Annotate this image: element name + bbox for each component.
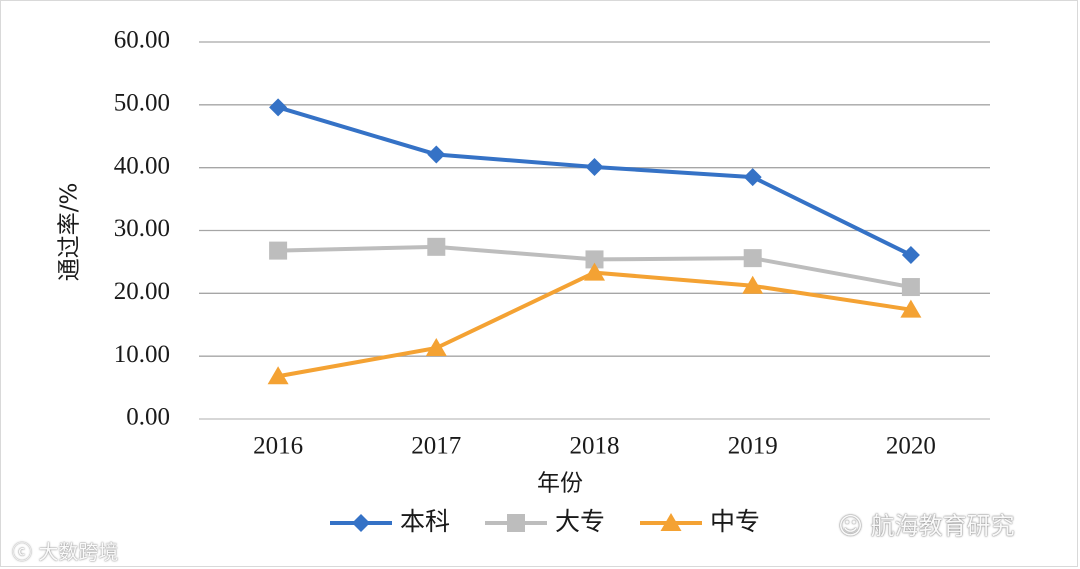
- y-tick-label: 20.00: [114, 278, 170, 305]
- y-axis-title: 通过率/%: [57, 183, 83, 282]
- y-tick-label: 50.00: [114, 90, 170, 117]
- grid-lines: [199, 41, 990, 420]
- x-axis-ticks: 2016 2017 2018 2019 2020: [253, 433, 936, 460]
- data-point: [269, 241, 288, 260]
- legend-label: 中专: [710, 507, 760, 536]
- x-tick-label: 2017: [411, 433, 461, 460]
- watermark-left: ⓒ 大数跨境: [12, 536, 118, 565]
- watermark-left-icon: ⓒ: [12, 540, 32, 564]
- data-point: [585, 158, 604, 177]
- data-point: [585, 250, 604, 269]
- series-2: [267, 262, 922, 385]
- y-tick-label: 30.00: [114, 215, 170, 242]
- legend-marker: [352, 514, 370, 532]
- series-0: [269, 98, 920, 265]
- watermark-left-text: 大数跨境: [38, 540, 119, 564]
- legend-item: 中专: [640, 507, 760, 536]
- y-tick-label: 40.00: [114, 152, 170, 179]
- series: [267, 98, 922, 385]
- legend-label: 本科: [400, 507, 450, 536]
- x-tick-label: 2020: [886, 433, 936, 460]
- wechat-icon: ☺: [838, 512, 864, 540]
- data-point: [267, 366, 289, 385]
- data-point: [900, 299, 922, 318]
- x-axis-title: 年份: [537, 471, 583, 497]
- y-tick-label: 10.00: [114, 341, 170, 368]
- data-point: [269, 98, 288, 117]
- legend: 本科 大专 中专: [330, 507, 760, 536]
- x-tick-label: 2016: [253, 433, 303, 460]
- watermark-right-text: 航海教育研究: [870, 512, 1015, 540]
- data-point: [901, 246, 920, 265]
- series-1: [269, 237, 920, 297]
- data-point: [425, 337, 447, 356]
- legend-marker: [660, 513, 682, 531]
- data-point: [427, 145, 446, 164]
- data-point: [743, 168, 762, 187]
- data-point: [743, 249, 762, 268]
- data-point: [901, 278, 920, 297]
- series-line: [276, 105, 913, 258]
- watermark-right: ☺ 航海教育研究: [838, 506, 1015, 541]
- data-point: [584, 262, 605, 281]
- y-tick-label: 0.00: [126, 404, 170, 431]
- y-axis-ticks: 0.00 10.00 20.00 30.00 40.00 50.00 60.00: [114, 27, 170, 431]
- legend-item: 本科: [330, 507, 450, 536]
- data-point: [427, 237, 446, 256]
- legend-item: 大专: [485, 507, 605, 536]
- legend-marker: [507, 514, 525, 532]
- x-tick-label: 2018: [570, 433, 620, 460]
- legend-label: 大专: [555, 507, 605, 536]
- data-point: [742, 275, 764, 294]
- series-line: [276, 270, 913, 379]
- x-tick-label: 2019: [728, 433, 778, 460]
- y-tick-label: 60.00: [114, 27, 170, 54]
